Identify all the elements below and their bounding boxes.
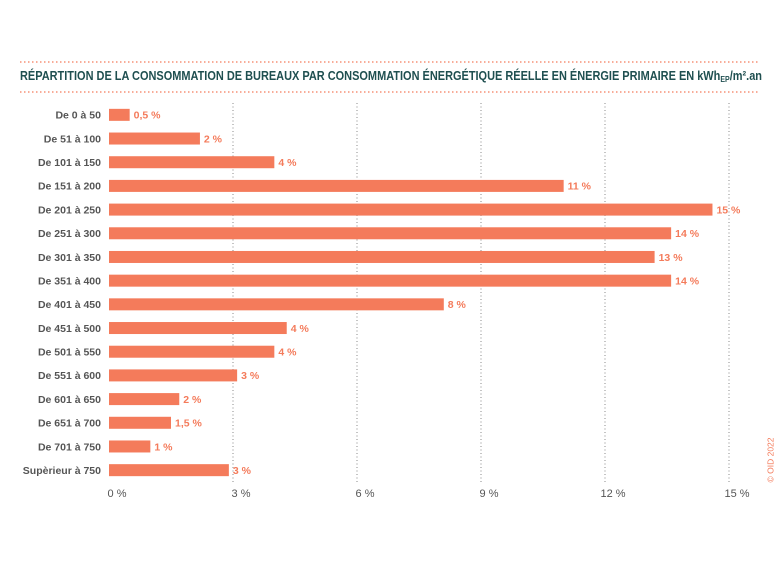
value-label: 1,5 % [175,418,203,430]
bar [109,416,171,429]
y-tick-label: De 0 à 50 [55,110,101,122]
bar [109,345,275,358]
bar [109,393,180,406]
bar [109,250,655,263]
value-label: 4 % [291,323,310,335]
value-label: 14 % [675,228,700,240]
bar [109,227,672,240]
bar [109,464,229,477]
y-tick-label: De 251 à 300 [38,228,101,240]
value-label: 15 % [716,204,741,216]
y-tick-label: De 551 à 600 [38,370,101,382]
y-tick-label: De 601 à 650 [38,394,101,406]
y-tick-label: Supèrieur à 750 [23,465,101,477]
x-tick-label: 6 % [356,488,375,500]
value-label: 3 % [233,465,252,477]
x-tick-label: 3 % [232,488,251,500]
x-tick-label: 12 % [600,488,625,500]
x-tick-label: 15 % [724,488,749,500]
value-label: 4 % [278,347,297,359]
value-label: 1 % [154,441,173,453]
value-label: 4 % [278,157,297,169]
title-main: RÉPARTITION DE LA CONSOMMATION DE BUREAU… [20,68,720,83]
bar [109,156,275,169]
bar [109,132,200,145]
credit: © OID 2022 [765,437,775,482]
value-label: 14 % [675,275,700,287]
value-label: 0,5 % [134,110,162,122]
y-tick-label: De 301 à 350 [38,252,101,264]
y-tick-label: De 51 à 100 [44,133,101,145]
title-end: /m².an [730,69,762,83]
bar [109,440,151,453]
bar [109,179,564,192]
value-label: 3 % [241,370,260,382]
value-label: 13 % [659,252,684,264]
y-tick-label: De 451 à 500 [38,323,101,335]
value-label: 11 % [568,181,592,193]
chart-title: RÉPARTITION DE LA CONSOMMATION DE BUREAU… [20,68,762,84]
y-tick-label: De 101 à 150 [38,157,101,169]
bar [109,274,672,287]
title-sub: EP [720,75,730,84]
y-tick-label: De 651 à 700 [38,418,101,430]
y-tick-label: De 501 à 550 [38,347,101,359]
bar [109,203,713,216]
x-tick-label: 0 % [108,488,127,500]
y-tick-label: De 201 à 250 [38,204,101,216]
y-tick-label: De 351 à 400 [38,275,101,287]
bar [109,298,444,311]
y-tick-label: De 401 à 450 [38,299,101,311]
bar [109,322,287,335]
y-tick-label: De 151 à 200 [38,181,101,193]
y-tick-label: De 701 à 750 [38,441,101,453]
value-label: 8 % [448,299,467,311]
bar [109,108,130,121]
bar [109,369,238,382]
value-label: 2 % [204,133,223,145]
x-tick-label: 9 % [480,488,499,500]
value-label: 2 % [183,394,202,406]
